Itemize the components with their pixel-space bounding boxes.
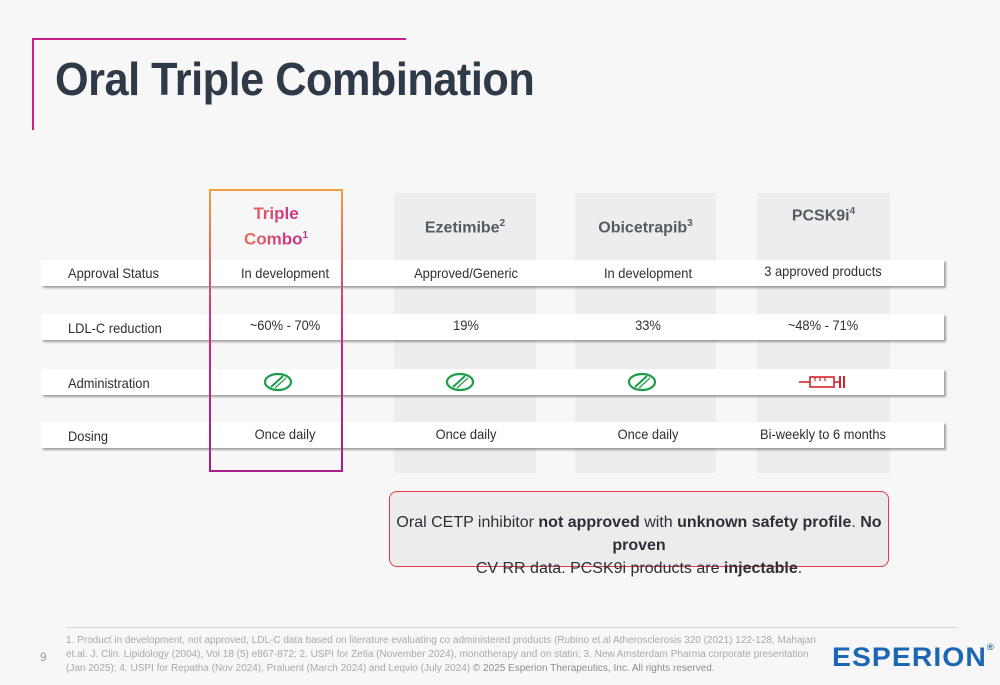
row-label-administration: Administration (68, 375, 150, 391)
title-frame-left (32, 38, 34, 130)
footnote-text: 1. Product in development, not approved,… (66, 635, 816, 674)
table-row-ldl-c-reduction (41, 314, 944, 340)
copyright: © 2025 Esperion Therapeutics, Inc. All r… (472, 663, 715, 674)
cell-approval-obicetrapib: In development (603, 265, 693, 281)
cell-approval-pcsk9i: 3 approved products (764, 263, 882, 279)
pill-icon (627, 372, 657, 392)
cell-dosing-obicetrapib: Once daily (617, 426, 679, 442)
title-frame-top (32, 38, 406, 40)
column-header-label: PCSK9i (791, 207, 850, 225)
callout-text: CV RR data. PCSK9i products are (475, 560, 724, 577)
footer-divider (66, 627, 959, 628)
page-number: 9 (40, 650, 47, 664)
logo-text: ESPERION (832, 642, 987, 672)
footnote-marker: 3 (687, 218, 693, 229)
callout-bold: not approved (538, 514, 640, 531)
callout-text: with (639, 514, 678, 531)
row-label-approval-status: Approval Status (68, 265, 159, 281)
cell-ldl-ezetimibe: 19% (453, 317, 479, 333)
table-row-administration (41, 369, 944, 395)
registered-mark: ® (986, 642, 995, 652)
cell-ldl-pcsk9i: ~48% - 71% (787, 317, 859, 333)
callout-text: Oral CETP inhibitor (396, 514, 539, 531)
table-row-approval-status (41, 260, 944, 286)
column-header-ezetimibe: Ezetimibe2 (394, 218, 536, 237)
footnote-marker: 4 (849, 206, 856, 217)
column-header-obicetrapib: Obicetrapib3 (575, 218, 716, 237)
callout-text: . (797, 560, 803, 577)
callout-box: Oral CETP inhibitor not approved with un… (389, 491, 889, 577)
callout-text: . (851, 514, 861, 531)
slide-title: Oral Triple Combination (55, 53, 535, 105)
footnote: 1. Product in development, not approved,… (66, 634, 826, 676)
cell-dosing-pcsk9i: Bi-weekly to 6 months (759, 426, 886, 442)
triple-combo-highlight-box (209, 189, 343, 472)
column-header-pcsk9i: PCSK9i4 (757, 206, 890, 225)
cell-dosing-ezetimibe: Once daily (435, 426, 497, 442)
column-header-label: Obicetrapib (598, 219, 688, 237)
table-row-dosing (41, 422, 944, 448)
column-header-label: Ezetimibe (424, 219, 500, 237)
syringe-icon (799, 376, 845, 388)
cell-approval-ezetimibe: Approved/Generic (414, 265, 518, 281)
footnote-marker: 2 (499, 218, 506, 229)
pill-icon (445, 372, 475, 392)
cell-ldl-obicetrapib: 33% (635, 317, 661, 333)
callout-bold: injectable (723, 560, 798, 577)
row-label-dosing: Dosing (68, 428, 109, 444)
callout-bold: No proven (612, 514, 882, 554)
esperion-logo: ESPERION® (832, 642, 995, 673)
row-label-ldl-c-reduction: LDL-C reduction (68, 320, 162, 336)
callout-bold: unknown safety profile (677, 514, 852, 531)
